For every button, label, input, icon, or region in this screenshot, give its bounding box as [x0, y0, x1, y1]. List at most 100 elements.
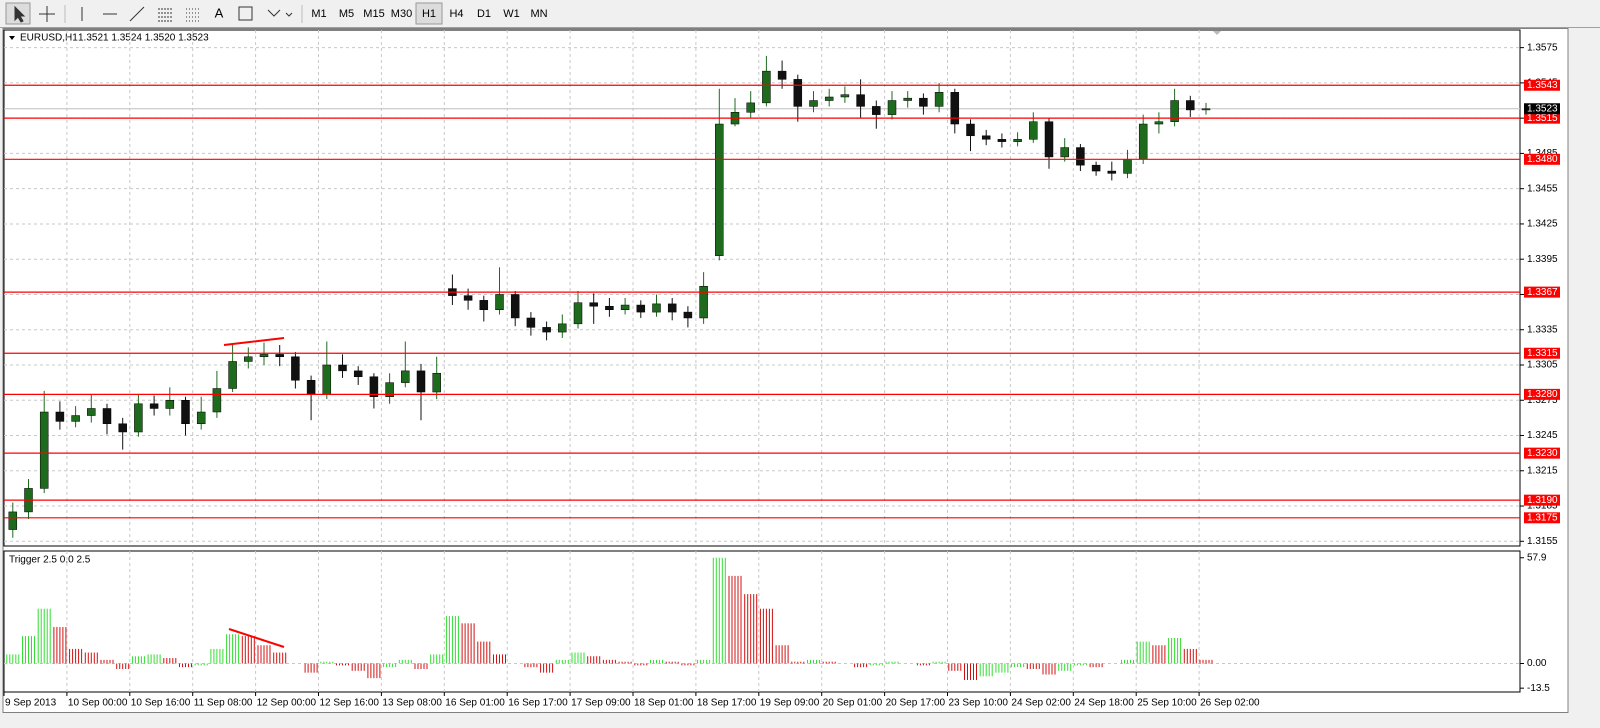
timeframe-button[interactable]: D1: [477, 8, 491, 20]
x-tick-label: 10 Sep 16:00: [131, 698, 191, 709]
toolbar: [0, 0, 1600, 27]
candle-body: [338, 364, 347, 372]
x-tick-label: 9 Sep 2013: [5, 698, 57, 709]
candle-body: [1060, 147, 1069, 158]
timeframe-bar: M1 M5 M15 M30 H1 H4 D1 W1 MN: [311, 2, 548, 25]
candle-body: [165, 400, 175, 409]
level-label-box: [1524, 512, 1560, 524]
candle-body: [118, 423, 127, 433]
candle-body: [558, 323, 567, 333]
shift-marker: [1213, 31, 1221, 35]
candle-body: [181, 400, 190, 425]
candle-body: [903, 97, 912, 101]
candle-body: [495, 294, 504, 310]
price-panel: [3, 29, 1521, 547]
y-tick-label: 1.3245: [1527, 430, 1558, 441]
drawing-tools: A: [5, 2, 303, 25]
candle-body: [510, 294, 520, 319]
candle-body: [966, 123, 975, 137]
candle-body: [872, 106, 881, 115]
candle-body: [667, 303, 677, 313]
y-tick-label: 1.3455: [1527, 183, 1558, 194]
candle-body: [228, 361, 237, 389]
text-icon[interactable]: A: [215, 5, 224, 20]
level-label-box: [1524, 112, 1560, 124]
quote: 1.3521 1.3524 1.3520 1.3523: [78, 33, 209, 44]
collapse-icon: [9, 36, 15, 40]
indicator-title: Trigger 2.5 0.0 2.5: [9, 555, 91, 566]
candle-body: [322, 364, 332, 395]
cursor-icon: [14, 5, 26, 23]
candle-body: [542, 327, 551, 333]
arrows-icon[interactable]: [267, 9, 293, 17]
x-tick-label: 24 Sep 18:00: [1074, 698, 1134, 709]
timeframe-button[interactable]: M5: [339, 8, 354, 20]
candle-body: [275, 354, 284, 358]
level-label: 1.3230: [1527, 448, 1558, 459]
candle-body: [652, 303, 661, 313]
timeframe-button[interactable]: M15: [363, 8, 384, 20]
timeframe-button[interactable]: H1: [422, 8, 436, 20]
level-label-box: [1524, 79, 1560, 91]
candle-body: [746, 102, 755, 113]
candle-body: [291, 356, 300, 381]
candle-body: [824, 96, 834, 101]
candle-body: [416, 370, 426, 393]
y-tick-label: 57.9: [1527, 552, 1547, 563]
candle-body: [762, 70, 771, 104]
candle-body: [385, 382, 394, 397]
candle-body: [353, 370, 363, 377]
timeframe-button[interactable]: W1: [503, 8, 520, 20]
fibo-icon[interactable]: [186, 8, 200, 22]
trendline-icon[interactable]: [129, 6, 145, 22]
x-tick-label: 11 Sep 08:00: [194, 698, 253, 709]
timeframe-button[interactable]: MN: [530, 8, 547, 20]
candle-body: [134, 403, 143, 433]
candle-body: [1076, 147, 1085, 166]
candle-body: [950, 92, 960, 125]
candle-body: [1201, 108, 1211, 111]
x-tick-label: 13 Sep 08:00: [382, 698, 442, 709]
candle-body: [1029, 121, 1038, 140]
level-label: 1.3480: [1527, 154, 1558, 165]
candle-body: [1186, 100, 1195, 111]
level-label-box: [1524, 494, 1560, 506]
candle-body: [620, 304, 630, 310]
y-tick-label: 1.3485: [1527, 148, 1558, 159]
candle-body: [149, 403, 159, 409]
candle-body: [87, 408, 96, 416]
x-tick-label: 19 Sep 09:00: [760, 698, 820, 709]
channel-icon[interactable]: [158, 8, 172, 22]
timeframe-button[interactable]: M1: [311, 8, 326, 20]
label-icon[interactable]: [238, 6, 253, 21]
trend-line: [228, 628, 285, 648]
y-tick-label: 1.3335: [1527, 324, 1558, 335]
candle-body: [463, 295, 473, 301]
indicator-panel: [3, 550, 1521, 693]
candle-body: [212, 388, 222, 413]
y-tick-label: 0.00: [1527, 658, 1547, 669]
crosshair-icon[interactable]: [39, 6, 55, 22]
candle-body: [1123, 159, 1132, 174]
candle-body: [1107, 170, 1117, 174]
last-price-box: [1524, 103, 1560, 115]
level-label: 1.3280: [1527, 389, 1558, 400]
candle-body: [306, 380, 316, 395]
candle-body: [699, 285, 708, 319]
candle-body: [55, 411, 65, 422]
candle-body: [401, 370, 410, 383]
timeframe-button[interactable]: M30: [391, 8, 412, 20]
candle-body: [683, 311, 693, 319]
x-tick-label: 10 Sep 00:00: [68, 698, 128, 709]
x-tick-label: 23 Sep 10:00: [949, 698, 1009, 709]
candle-body: [981, 135, 991, 140]
candle-body: [1154, 121, 1164, 125]
candle-body: [1013, 139, 1022, 142]
timeframe-button[interactable]: H4: [449, 8, 463, 20]
candle-body: [526, 317, 536, 328]
y-tick-label: -13.5: [1527, 683, 1550, 694]
candle-body: [573, 302, 583, 325]
candle-body: [934, 92, 944, 107]
candle-body: [997, 139, 1007, 142]
